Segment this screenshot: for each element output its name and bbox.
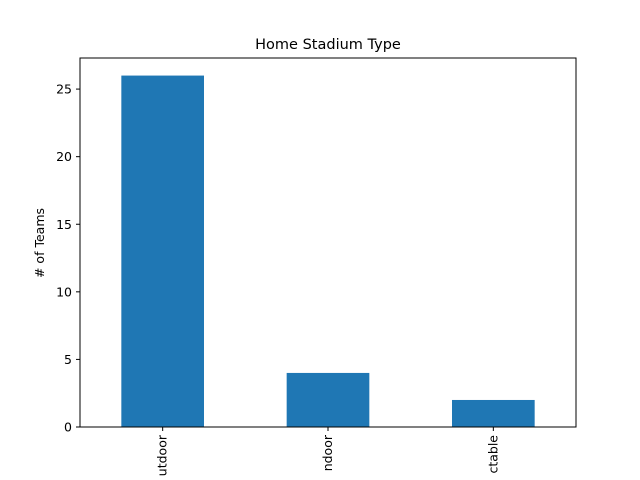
y-tick-label: 15 xyxy=(56,217,72,232)
chart-title: Home Stadium Type xyxy=(255,37,401,53)
y-tick-label: 0 xyxy=(64,420,72,435)
x-tick-label: ctable xyxy=(485,435,500,474)
y-tick-label: 10 xyxy=(56,284,72,299)
bars-group xyxy=(121,75,535,428)
y-ticks-group: 0 5 10 15 20 25 xyxy=(56,82,80,435)
bar-retractable xyxy=(452,399,535,427)
bar-indoor xyxy=(286,372,370,427)
y-tick-label: 5 xyxy=(64,352,72,367)
x-tick-label: ndoor xyxy=(320,434,335,471)
y-axis-label: # of Teams xyxy=(32,208,47,278)
y-tick-label: 20 xyxy=(56,149,72,164)
plot-frame xyxy=(79,57,577,428)
x-tick-label: utdoor xyxy=(155,434,170,476)
x-ticks-group: utdoor ndoor ctable xyxy=(155,427,500,476)
y-tick-label: 25 xyxy=(56,82,72,97)
bar-outdoor xyxy=(121,75,204,428)
